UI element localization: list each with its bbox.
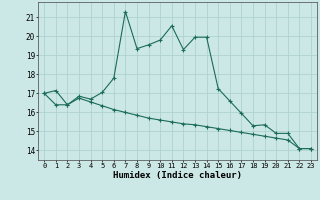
X-axis label: Humidex (Indice chaleur): Humidex (Indice chaleur) [113, 171, 242, 180]
